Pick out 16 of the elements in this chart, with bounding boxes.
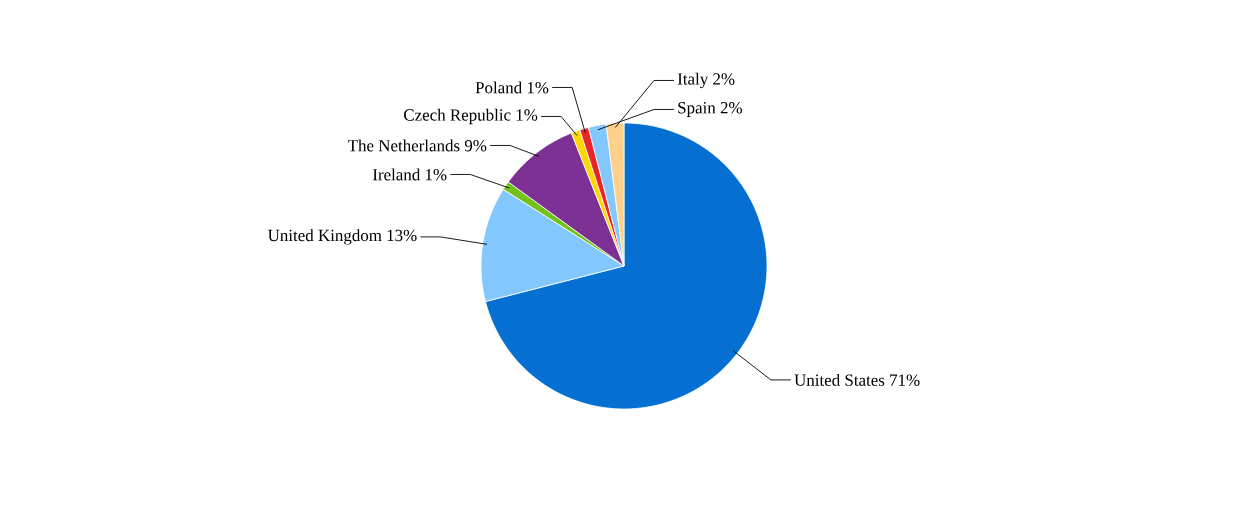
slice-label: The Netherlands [347,139,460,152]
slice-label: United Kingdom [267,229,382,245]
slice-label: United States [794,373,885,386]
data-label: 1% [527,81,549,94]
data-label: 1% [425,168,447,181]
data-label: 2% [720,102,743,114]
slice-label: Ireland [372,168,421,181]
slice-label: Poland [475,81,522,94]
slice-label: Czech Republic [404,108,511,125]
slice-label: Italy [677,72,709,89]
data-label: 13% [387,229,417,242]
slice-label: Spain [678,102,716,117]
data-label: 2% [713,73,735,85]
data-label: 9% [464,139,487,152]
data-label: 1% [516,109,538,121]
data-label: 71% [890,374,920,386]
